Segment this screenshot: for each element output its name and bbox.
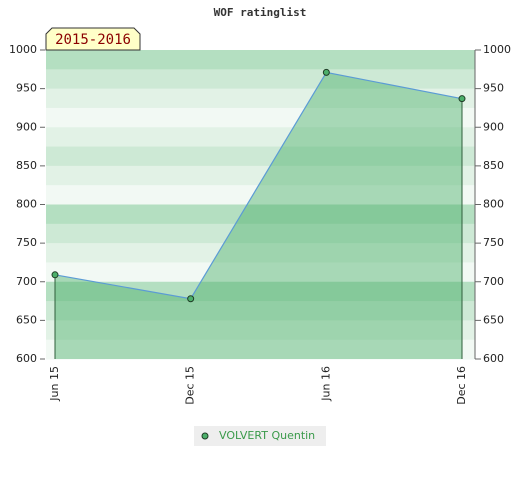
band [46,185,475,205]
y-tick-label: 800 [16,198,37,211]
y-tick-label: 650 [16,313,37,326]
legend-label: VOLVERT Quentin [219,429,315,442]
band [46,320,475,341]
legend-marker [201,432,209,440]
period-label: 2015-2016 [55,32,131,48]
band [46,281,475,302]
y2-tick-label: 750 [483,236,504,249]
plot-background [46,50,475,360]
line [54,71,463,300]
band [46,339,475,360]
x-tick-label: Jun 15 [48,366,61,402]
chart-title: WOF ratinglist [214,6,307,19]
y2-tick-label: 900 [483,120,504,133]
band [46,243,475,263]
y-tick-label: 750 [16,236,37,249]
point [458,95,466,103]
y2-tick-label: 800 [483,198,504,211]
x-tick-label: Dec 16 [455,366,468,405]
y2-tick-label: 700 [483,275,504,288]
legend [194,426,326,446]
band [46,301,475,321]
y-tick-label: 700 [16,275,37,288]
band [46,50,475,70]
y-tick-label: 950 [16,82,37,95]
band [46,69,475,90]
band [46,262,475,283]
point [322,68,330,76]
y2-tick-label: 950 [483,82,504,95]
band [46,223,475,244]
y2-tick-label: 850 [483,159,504,172]
point [187,295,195,303]
y2-tick-label: 650 [483,313,504,326]
area [55,72,462,359]
band [46,146,475,167]
band [46,88,475,109]
y-tick-label: 850 [16,159,37,172]
y-tick-label: 1000 [9,43,37,56]
y2-tick-label: 1000 [483,43,511,56]
y-tick-label: 900 [16,120,37,133]
x-tick-label: Jun 16 [319,366,332,402]
band [46,165,475,186]
y2-tick-label: 600 [483,352,504,365]
band [46,204,475,225]
band [46,127,475,148]
point [51,271,59,279]
band [46,107,475,128]
period-box [45,27,141,51]
y-tick-label: 600 [16,352,37,365]
x-tick-label: Dec 15 [184,366,197,405]
